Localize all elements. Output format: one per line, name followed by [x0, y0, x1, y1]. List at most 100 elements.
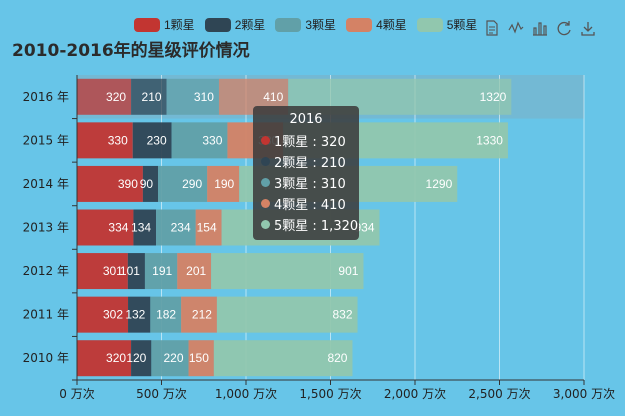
- x-tick-label: 0 万次: [59, 387, 94, 401]
- chart-tooltip: 2016 1颗星 : 320 2颗星 : 210 3颗星 : 310 4颗星 : 41…: [253, 106, 359, 240]
- legend-swatch: [275, 17, 302, 32]
- bar-value-label: 410: [263, 90, 283, 104]
- bar-value-label: 320: [106, 90, 126, 104]
- bar-value-label: 154: [197, 221, 217, 235]
- legend-label: 3颗星: [305, 18, 337, 32]
- bar-value-label: 212: [192, 308, 212, 322]
- bar-value-label: 334: [108, 221, 128, 235]
- bar-chart-icon[interactable]: [532, 20, 548, 36]
- bar-segment: [128, 296, 151, 333]
- bar-segment: [207, 165, 240, 202]
- bar-segment: [133, 209, 157, 246]
- bar-segment: [156, 209, 196, 246]
- chart-title: 2010-2016年的星级评价情况: [12, 41, 250, 61]
- bar-segment: [77, 165, 143, 202]
- bar-segment: [166, 78, 219, 115]
- bar-segment: [127, 253, 145, 290]
- bar-segment: [181, 296, 217, 333]
- bar-value-label: 302: [103, 308, 123, 322]
- bar-value-label: 1290: [426, 177, 453, 191]
- bar-value-label: 90: [140, 177, 154, 191]
- y-category-label: 2010 年: [23, 351, 69, 365]
- legend-item[interactable]: 4颗星: [346, 16, 407, 33]
- restore-icon[interactable]: [556, 20, 572, 36]
- legend-label: 2颗星: [234, 18, 266, 32]
- y-category-label: 2014 年: [23, 177, 69, 191]
- tooltip-series-dot: [261, 199, 270, 208]
- legend-item[interactable]: 3颗星: [275, 16, 336, 33]
- bar-value-label: 1330: [476, 133, 503, 147]
- bar-segment: [188, 340, 214, 377]
- y-category-label: 2011 年: [23, 308, 69, 322]
- x-tick-label: 1,500 万次: [299, 387, 361, 401]
- y-category-label: 2013 年: [23, 221, 69, 235]
- bar-segment: [131, 340, 152, 377]
- bar-value-label: 230: [147, 133, 167, 147]
- legend-label: 5颗星: [446, 18, 478, 32]
- bar-segment: [142, 165, 159, 202]
- y-category-label: 2016 年: [23, 90, 69, 104]
- bar-segment: [211, 253, 364, 290]
- bar-value-label: 330: [108, 133, 128, 147]
- tooltip-row-label: 2颗星 : 210: [274, 156, 346, 171]
- bar-segment: [158, 165, 208, 202]
- bar-segment: [132, 122, 172, 159]
- bar-value-label: 901: [338, 264, 358, 278]
- tooltip-row-label: 3颗星 : 310: [274, 177, 346, 192]
- bar-value-label: 820: [327, 351, 347, 365]
- y-category-label: 2012 年: [23, 264, 69, 278]
- tooltip-series-dot: [261, 136, 270, 145]
- x-tick-label: 2,500 万次: [468, 387, 530, 401]
- bar-segment: [77, 209, 134, 246]
- x-tick-label: 3,000 万次: [553, 387, 615, 401]
- tooltip-series-dot: [261, 157, 270, 166]
- tooltip-row: 2颗星 : 210: [261, 151, 351, 172]
- bar-segment: [77, 253, 128, 290]
- bar-segment: [151, 340, 189, 377]
- tooltip-row: 1颗星 : 320: [261, 130, 351, 151]
- tooltip-title: 2016: [289, 112, 323, 127]
- legend-item[interactable]: 2颗星: [204, 16, 266, 33]
- x-tick-label: 2,000 万次: [384, 387, 446, 401]
- bar-segment: [213, 340, 353, 377]
- bar-value-label: 134: [131, 221, 151, 235]
- bar-value-label: 301: [103, 264, 123, 278]
- bar-value-label: 210: [142, 90, 162, 104]
- tooltip-row: 5颗星 : 1,320: [261, 214, 358, 235]
- data-view-icon[interactable]: [484, 20, 500, 36]
- bar-segment: [195, 209, 222, 246]
- bar-value-label: 320: [106, 351, 126, 365]
- bar-segment: [144, 253, 178, 290]
- bar-value-label: 290: [182, 177, 202, 191]
- tooltip-row: 4颗星 : 410: [261, 193, 351, 214]
- bar-value-label: 150: [189, 351, 209, 365]
- legend-item[interactable]: 5颗星: [416, 16, 478, 33]
- legend-label: 1颗星: [164, 18, 195, 32]
- bar-value-label: 120: [126, 351, 146, 365]
- bar-value-label: 191: [152, 264, 172, 278]
- chart-toolbox: [484, 20, 596, 36]
- tooltip-row-label: 1颗星 : 320: [274, 135, 346, 150]
- save-image-icon[interactable]: [580, 20, 596, 36]
- bar-segment: [131, 78, 167, 115]
- line-chart-icon[interactable]: [508, 20, 524, 36]
- bar-value-label: 190: [214, 177, 234, 191]
- legend-item[interactable]: 1颗星: [134, 16, 195, 33]
- tooltip-row-label: 4颗星 : 410: [274, 198, 346, 213]
- bar-value-label: 310: [194, 90, 214, 104]
- legend-swatch: [416, 17, 443, 32]
- bar-value-label: 132: [125, 308, 145, 322]
- bar-segment: [171, 122, 228, 159]
- bar-value-label: 220: [164, 351, 184, 365]
- bar-segment: [77, 122, 133, 159]
- tooltip-series-dot: [261, 178, 270, 187]
- bar-value-label: 934: [354, 221, 374, 235]
- x-tick-label: 1,000 万次: [215, 387, 277, 401]
- bar-value-label: 1320: [480, 90, 507, 104]
- bar-segment: [216, 296, 358, 333]
- tooltip-row-label: 5颗星 : 1,320: [274, 219, 359, 234]
- x-tick-label: 500 万次: [136, 387, 187, 401]
- bar-segment: [150, 296, 182, 333]
- tooltip-row: 3颗星 : 310: [261, 172, 351, 193]
- bar-segment: [77, 78, 132, 115]
